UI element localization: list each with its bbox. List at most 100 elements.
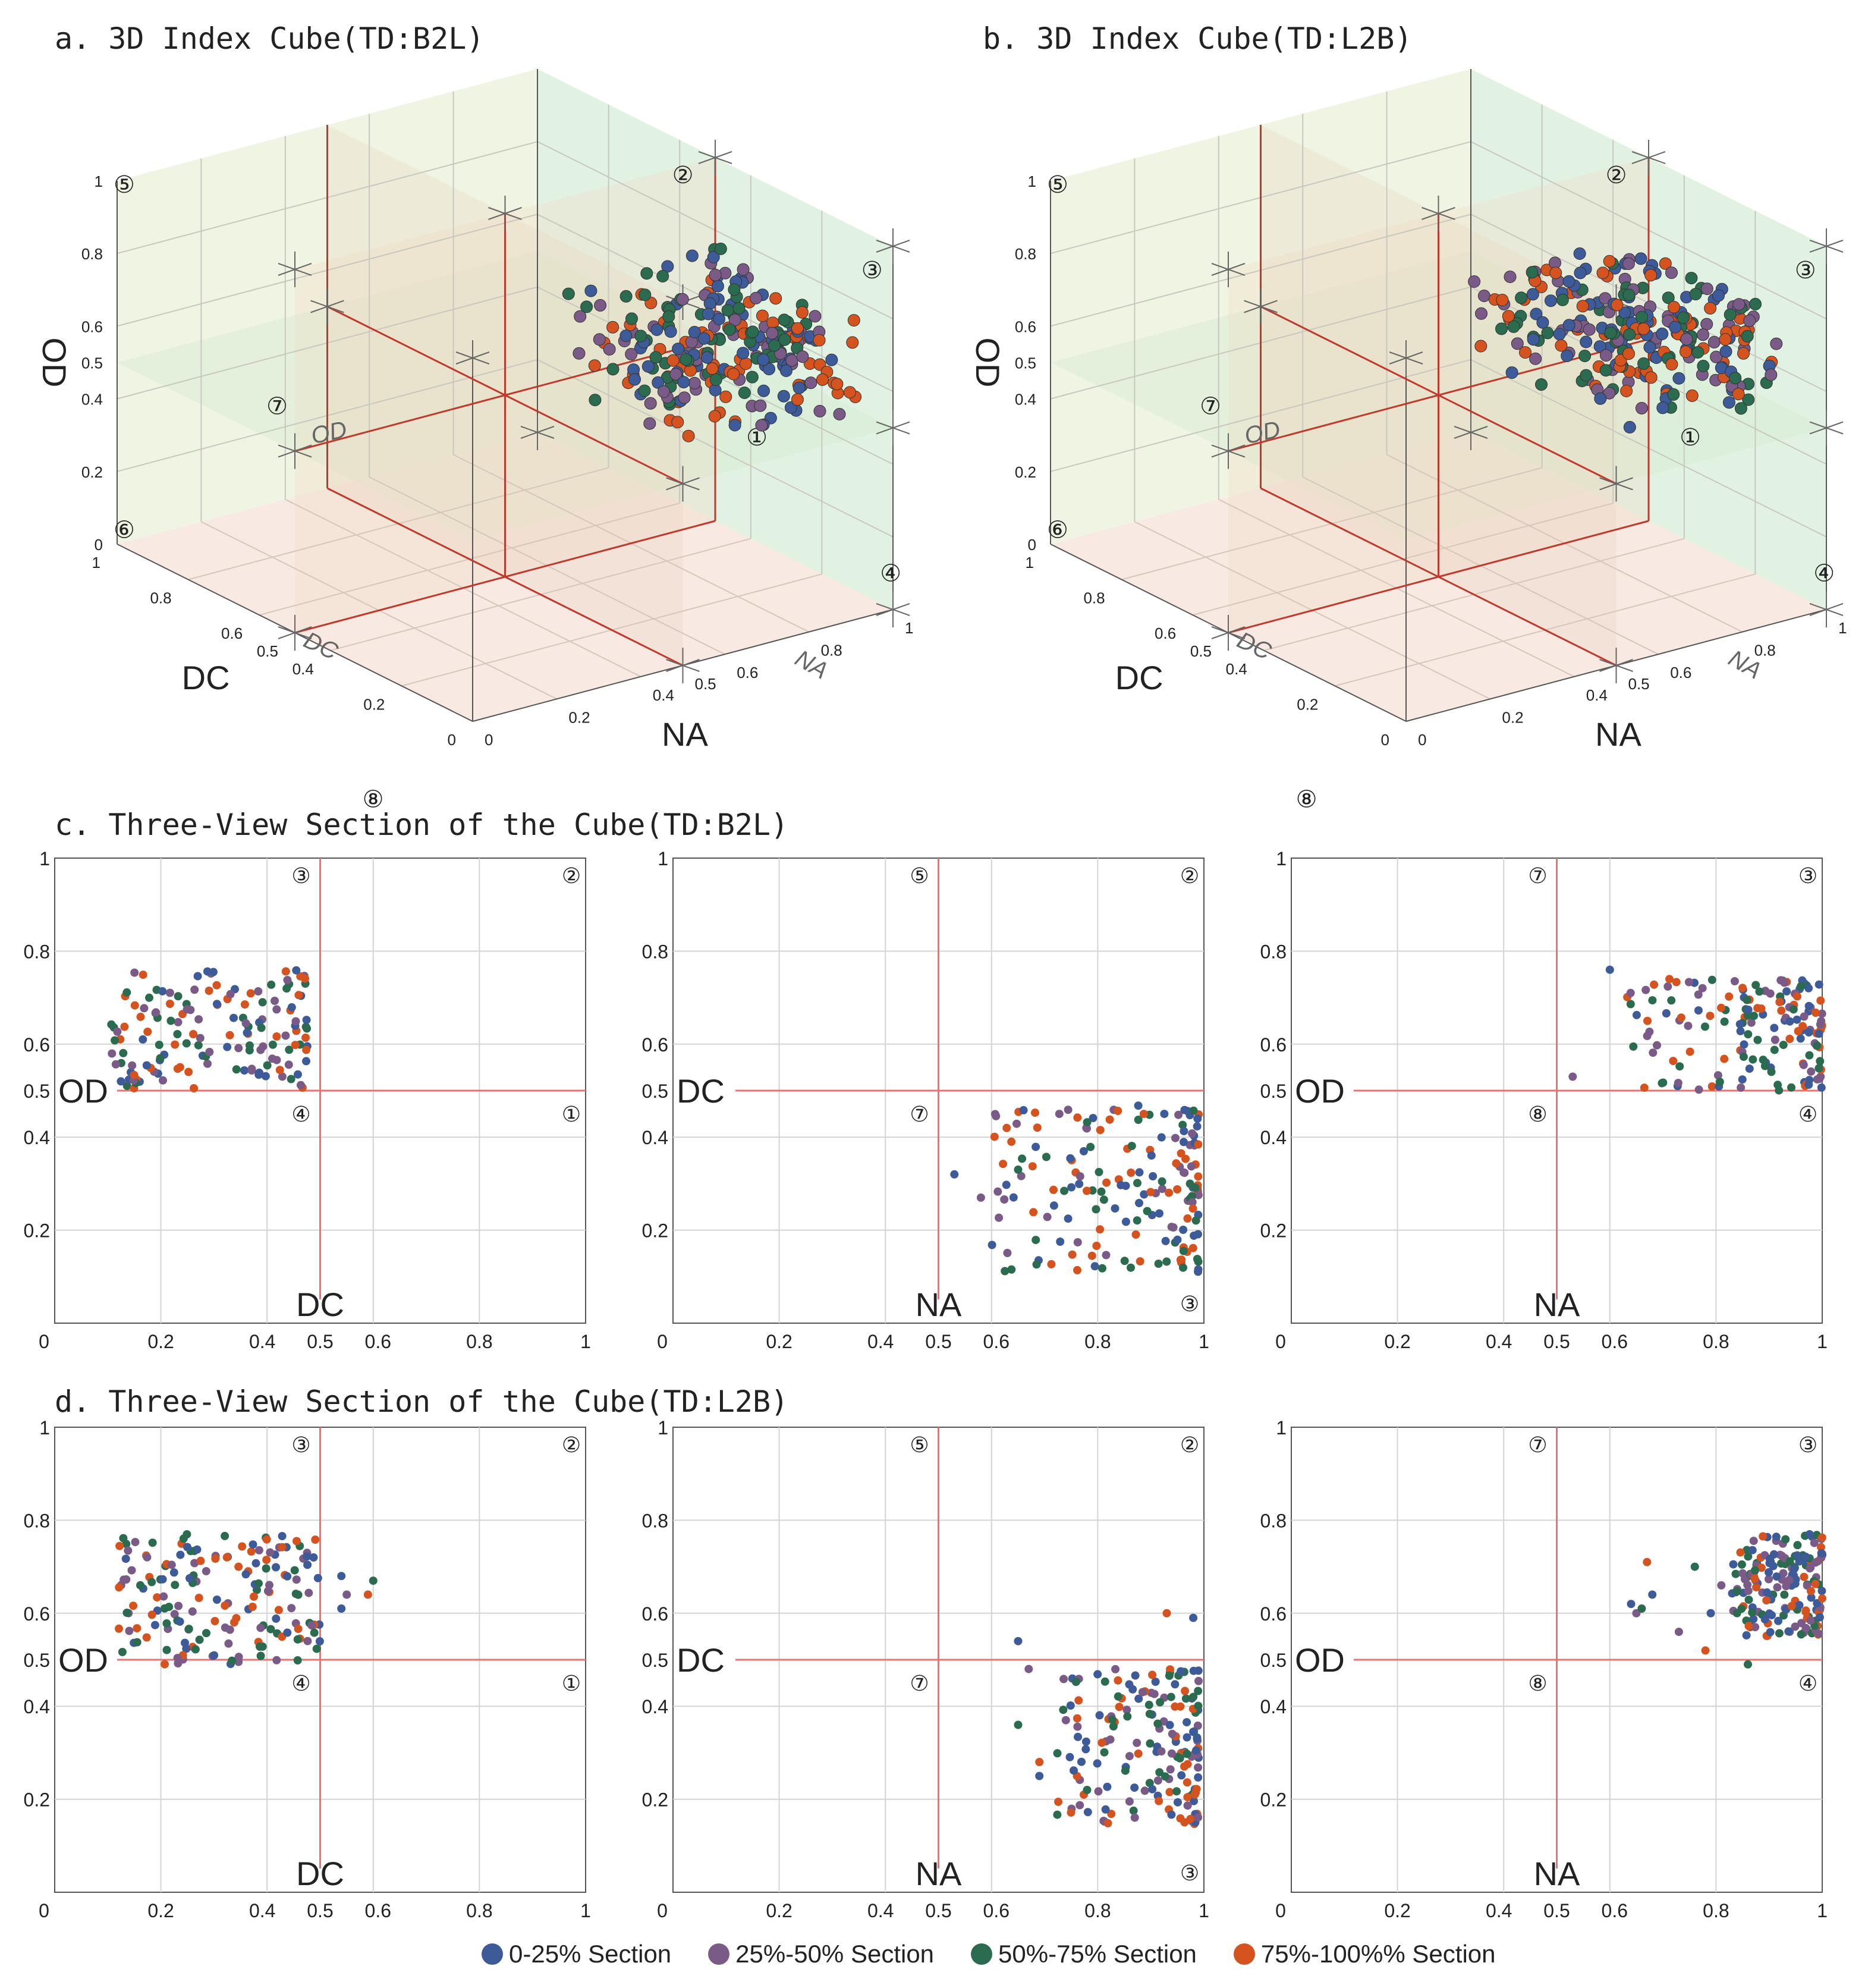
data-point <box>303 1560 312 1569</box>
data-point <box>1515 291 1528 304</box>
data-point <box>1153 1776 1162 1785</box>
data-point <box>666 354 680 367</box>
data-point <box>1121 1766 1130 1775</box>
data-point <box>302 1057 310 1066</box>
data-point <box>1650 980 1659 989</box>
data-point <box>274 1606 283 1615</box>
data-point <box>657 385 670 398</box>
data-point <box>1662 291 1675 304</box>
x-tick-label: 0 <box>39 1900 49 1921</box>
data-point <box>174 992 183 1001</box>
data-point <box>1193 1255 1202 1264</box>
data-point <box>1194 1686 1203 1695</box>
data-point <box>147 1610 156 1619</box>
data-point <box>1133 1179 1141 1188</box>
data-point <box>1785 1035 1794 1043</box>
data-point <box>1179 1226 1188 1234</box>
x-tick-label: 0 <box>657 1900 668 1921</box>
data-point <box>1145 1779 1154 1788</box>
data-point <box>1162 1609 1171 1618</box>
data-point <box>122 1082 131 1091</box>
data-point <box>1180 1127 1188 1136</box>
data-point <box>1675 1062 1684 1071</box>
data-point <box>117 1077 125 1086</box>
data-point <box>1189 1728 1197 1736</box>
data-point <box>203 967 212 976</box>
data-point <box>757 353 770 366</box>
data-point <box>1183 1750 1191 1758</box>
data-point <box>1067 1183 1076 1192</box>
z-tick-label: 0.5 <box>81 354 103 372</box>
x-tick-label: 0.5 <box>1543 1331 1570 1352</box>
data-point <box>1188 1198 1197 1207</box>
data-point <box>1535 378 1548 391</box>
data-point <box>1073 1238 1082 1246</box>
data-point <box>1677 1013 1685 1022</box>
data-point <box>728 283 741 296</box>
data-point <box>190 1084 199 1092</box>
data-point <box>1177 1771 1186 1780</box>
data-point <box>143 1553 152 1562</box>
data-point <box>1556 293 1569 306</box>
data-point <box>212 981 221 990</box>
data-point <box>1643 341 1656 354</box>
data-point <box>1755 987 1764 996</box>
data-point <box>130 968 139 977</box>
data-point <box>1751 1623 1760 1632</box>
data-point <box>1770 1035 1779 1044</box>
y-tick-label: 0.6 <box>642 1603 668 1625</box>
x-tick-label: 0.8 <box>466 1331 492 1352</box>
section-plot-c1: 0 0.2 0.4 0.5 0.6 0.8 1 1 0.8 0.6 0.5 0.4 0.2 OD DC ③ ② ④… <box>24 848 591 1352</box>
data-point <box>1001 1267 1010 1276</box>
data-point <box>1770 1023 1779 1032</box>
data-point <box>281 1031 290 1040</box>
x-tick-label: 0.5 <box>925 1331 951 1352</box>
data-point <box>1131 1671 1140 1680</box>
data-point <box>1811 1009 1820 1017</box>
data-point <box>1009 1193 1018 1202</box>
data-point <box>1749 297 1762 310</box>
data-point <box>1146 1739 1155 1748</box>
data-point <box>1719 345 1732 358</box>
data-point <box>688 376 701 390</box>
split-line <box>326 306 684 485</box>
data-point <box>1816 996 1825 1005</box>
data-point <box>1165 1671 1174 1680</box>
data-point <box>1183 1801 1192 1810</box>
z-tick-label: 0 <box>95 536 103 554</box>
data-point <box>1774 1616 1782 1625</box>
data-point <box>196 1034 205 1042</box>
data-point <box>1066 1701 1075 1710</box>
octant-label: ① <box>1680 425 1701 451</box>
data-point <box>158 1575 167 1584</box>
data-point <box>1817 1009 1826 1018</box>
data-point <box>1583 323 1596 336</box>
data-point <box>1155 1209 1163 1218</box>
section-plot-d2: 0 0.2 0.4 0.5 0.6 0.8 1 1 0.8 0.6 0.5 0.4 0.2 DC NA ⑤ ② ⑦… <box>642 1417 1209 1921</box>
data-point <box>1744 1622 1753 1631</box>
y-tick-label: 0.4 <box>1226 660 1247 678</box>
data-point <box>1760 1615 1769 1624</box>
data-point <box>1150 1689 1159 1698</box>
data-point <box>1087 1251 1096 1260</box>
data-point <box>221 1531 229 1540</box>
quadrant-label: ⑦ <box>910 1102 929 1126</box>
octant-label: ⑧ <box>363 786 384 812</box>
data-point <box>1594 392 1607 405</box>
data-point <box>737 347 750 360</box>
x-tick-label: 0.8 <box>1703 1900 1729 1921</box>
data-point <box>292 1575 301 1584</box>
data-point <box>291 1017 300 1026</box>
data-point <box>256 1642 264 1651</box>
data-point <box>1089 1114 1097 1123</box>
data-point <box>1750 1574 1759 1583</box>
data-point <box>1656 401 1669 414</box>
data-point <box>1596 266 1609 279</box>
data-point <box>606 363 619 376</box>
data-point <box>211 1554 220 1563</box>
z-tick-label: 1 <box>95 172 103 190</box>
data-point <box>1643 1557 1652 1566</box>
data-point <box>205 987 213 995</box>
z-tick-label: 0.2 <box>81 463 103 481</box>
data-point <box>707 251 720 263</box>
